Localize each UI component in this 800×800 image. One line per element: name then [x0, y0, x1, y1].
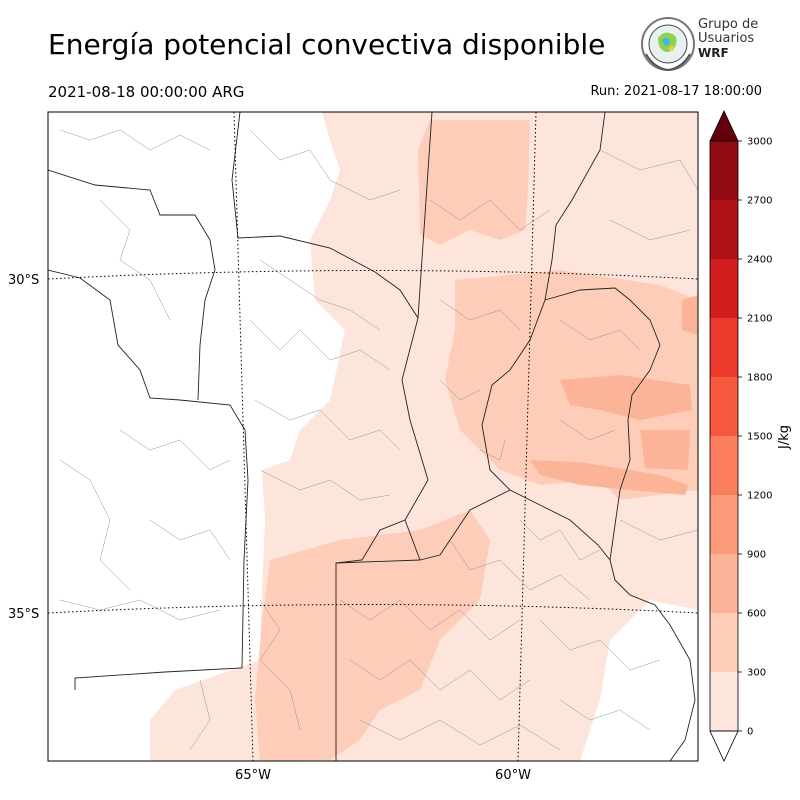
logo-line1: Grupo de	[698, 17, 759, 32]
lat-label-35s: 35°S	[8, 607, 39, 622]
logo-line2: Usuarios	[698, 31, 755, 46]
colorbar-segment	[710, 141, 738, 200]
lat-label-30s: 30°S	[8, 273, 39, 288]
colorbar-unit-label: J/kg	[777, 425, 792, 450]
colorbar-tick-label: 300	[747, 668, 766, 679]
cape-region-mid-south	[255, 510, 490, 761]
graticule	[48, 112, 698, 761]
colorbar-tick-label: 900	[747, 550, 766, 561]
logo-text: Grupo de Usuarios WRF	[698, 18, 758, 61]
run-time: Run: 2021-08-17 18:00:00	[590, 84, 762, 99]
colorbar-under-extension	[709, 730, 739, 762]
colorbar-segment	[710, 436, 738, 495]
logo-line3: WRF	[698, 46, 729, 60]
colorbar-tick-label: 1500	[747, 432, 772, 443]
colorbar-segment	[710, 259, 738, 318]
colorbar-segment	[710, 495, 738, 554]
cape-region-high-1	[560, 375, 692, 420]
colorbar-segment	[710, 554, 738, 613]
map-frame	[47, 111, 699, 762]
colorbar-over-extension	[709, 110, 739, 142]
colorbar-segment	[710, 672, 738, 731]
colorbar: 0 300 600 900 1200 1500 1800 2100 2400 2700 3000	[709, 110, 772, 762]
colorbar-tick-label: 3000	[747, 137, 772, 148]
province-borders	[48, 112, 696, 761]
colorbar-tick-label: 1800	[747, 373, 772, 384]
colorbar-tick-label: 2100	[747, 314, 772, 325]
cape-region-high-4	[682, 295, 698, 335]
lon-label-60w: 60°W	[495, 768, 531, 783]
globe-icon	[641, 17, 695, 72]
colorbar-segment	[710, 200, 738, 259]
department-lines	[59, 129, 698, 751]
cape-region-high-3	[640, 430, 690, 470]
cape-region-white-se	[580, 600, 698, 761]
colorbar-tick-label: 1200	[747, 491, 772, 502]
lon-label-65w: 65°W	[235, 768, 271, 783]
colorbar-segment	[710, 377, 738, 436]
colorbar-segment	[710, 318, 738, 377]
valid-time: 2021-08-18 00:00:00 ARG	[48, 83, 245, 101]
cape-region-mid-north	[418, 120, 530, 245]
colorbar-tick-label: 600	[747, 609, 766, 620]
grupo-wrf-logo: Grupo de Usuarios WRF	[640, 16, 770, 72]
colorbar-tick-label: 2400	[747, 255, 772, 266]
colorbar-tick-label: 2700	[747, 196, 772, 207]
cape-shading	[150, 112, 698, 761]
colorbar-tick-label: 0	[747, 727, 753, 738]
map-title: Energía potencial convectiva disponible	[48, 28, 606, 61]
cape-region-high-2	[530, 460, 688, 495]
colorbar-segment	[710, 613, 738, 672]
